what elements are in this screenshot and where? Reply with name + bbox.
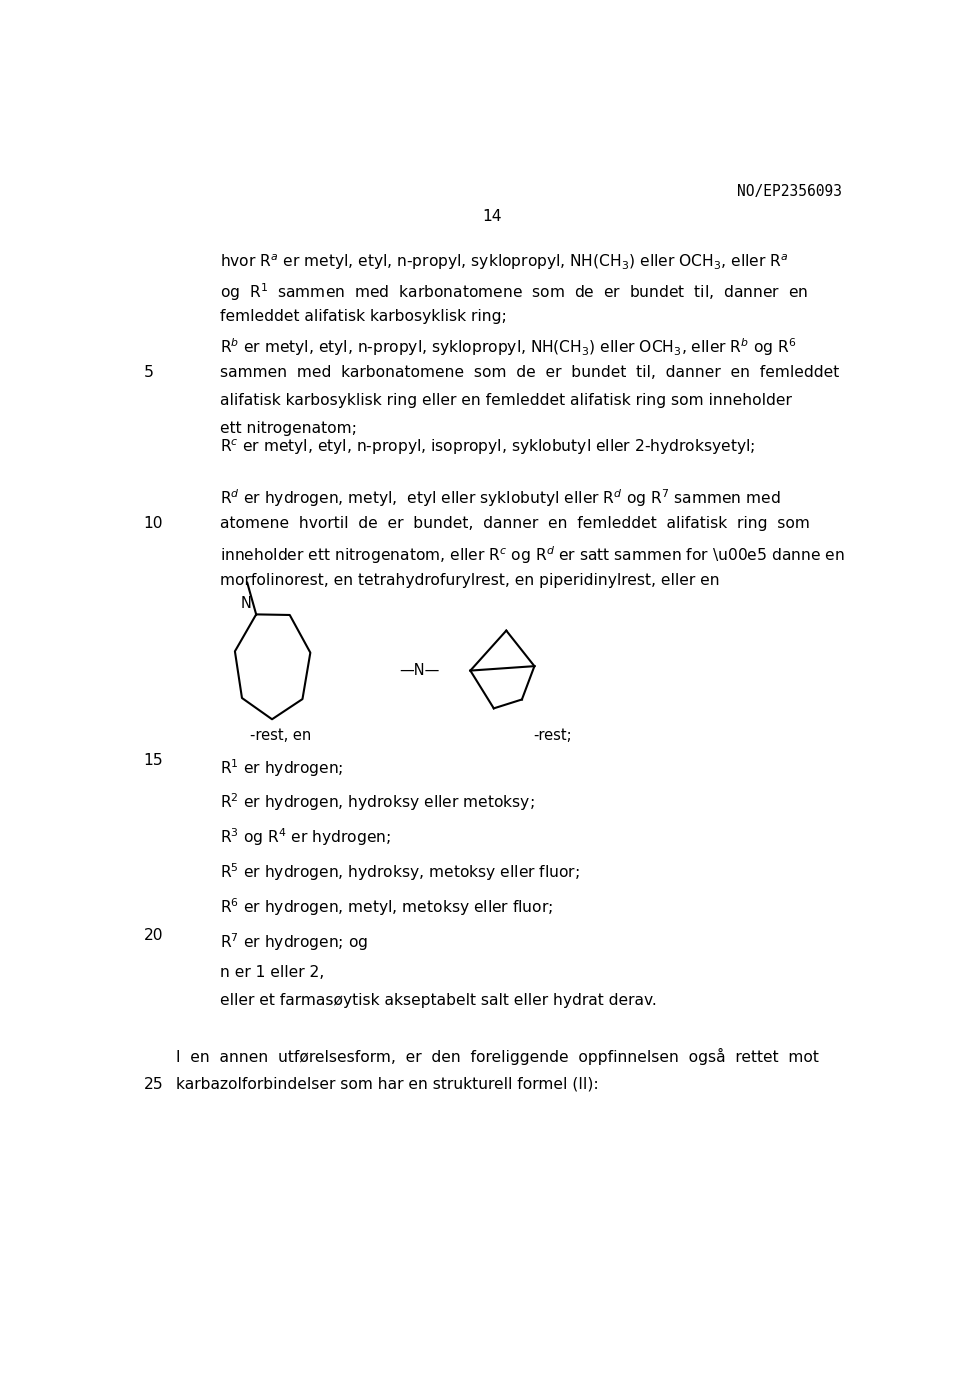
Text: R$^3$ og R$^4$ er hydrogen;: R$^3$ og R$^4$ er hydrogen; [221,826,392,848]
Text: N: N [240,596,252,611]
Text: R$^2$ er hydrogen, hydroksy eller metoksy;: R$^2$ er hydrogen, hydroksy eller metoks… [221,791,535,813]
Text: R$^d$ er hydrogen, metyl,  etyl eller syklobutyl eller R$^d$ og R$^7$ sammen med: R$^d$ er hydrogen, metyl, etyl eller syk… [221,488,781,510]
Text: sammen  med  karbonatomene  som  de  er  bundet  til,  danner  en  femleddet: sammen med karbonatomene som de er bunde… [221,364,840,379]
Text: I  en  annen  utførelsesform,  er  den  foreliggende  oppfinnelsen  også  rettet: I en annen utførelsesform, er den foreli… [176,1048,819,1065]
Text: og  R$^1$  sammen  med  karbonatomene  som  de  er  bundet  til,  danner  en: og R$^1$ sammen med karbonatomene som de… [221,282,808,302]
Text: 5: 5 [144,364,154,379]
Text: 14: 14 [482,209,502,224]
Text: NO/EP2356093: NO/EP2356093 [736,184,842,199]
Text: karbazolforbindelser som har en strukturell formel (II):: karbazolforbindelser som har en struktur… [176,1077,598,1092]
Text: 20: 20 [144,927,163,943]
Text: R$^1$ er hydrogen;: R$^1$ er hydrogen; [221,757,344,779]
Text: atomene  hvortil  de  er  bundet,  danner  en  femleddet  alifatisk  ring  som: atomene hvortil de er bundet, danner en … [221,515,810,530]
Text: R$^b$ er metyl, etyl, n-propyl, syklopropyl, NH(CH$_3$) eller OCH$_3$, eller R$^: R$^b$ er metyl, etyl, n-propyl, syklopro… [221,337,797,359]
Text: R$^c$ er metyl, etyl, n-propyl, isopropyl, syklobutyl eller 2-hydroksyetyl;: R$^c$ er metyl, etyl, n-propyl, isopropy… [221,438,756,458]
Text: 10: 10 [144,515,163,530]
Text: inneholder ett nitrogenatom, eller R$^c$ og R$^d$ er satt sammen for \u00e5 dann: inneholder ett nitrogenatom, eller R$^c$… [221,544,845,566]
Text: 25: 25 [144,1077,163,1092]
Text: R$^7$ er hydrogen; og: R$^7$ er hydrogen; og [221,930,369,952]
Text: R$^5$ er hydrogen, hydroksy, metoksy eller fluor;: R$^5$ er hydrogen, hydroksy, metoksy ell… [221,861,580,882]
Text: R$^6$ er hydrogen, metyl, metoksy eller fluor;: R$^6$ er hydrogen, metyl, metoksy eller … [221,896,554,918]
Text: hvor R$^a$ er metyl, etyl, n-propyl, syklopropyl, NH(CH$_3$) eller OCH$_3$, elle: hvor R$^a$ er metyl, etyl, n-propyl, syk… [221,253,789,272]
Text: eller et farmasøytisk akseptabelt salt eller hydrat derav.: eller et farmasøytisk akseptabelt salt e… [221,993,658,1009]
Text: -rest;: -rest; [533,728,571,743]
Text: n er 1 eller 2,: n er 1 eller 2, [221,965,324,980]
Text: -rest, en: -rest, en [251,728,311,743]
Text: —N—: —N— [399,664,440,679]
Text: femleddet alifatisk karbosyklisk ring;: femleddet alifatisk karbosyklisk ring; [221,309,507,324]
Text: alifatisk karbosyklisk ring eller en femleddet alifatisk ring som inneholder: alifatisk karbosyklisk ring eller en fem… [221,393,792,408]
Text: morfolinorest, en tetrahydrofurylrest, en piperidinylrest, eller en: morfolinorest, en tetrahydrofurylrest, e… [221,573,720,588]
Text: ett nitrogenatom;: ett nitrogenatom; [221,422,357,437]
Text: 15: 15 [144,753,163,768]
